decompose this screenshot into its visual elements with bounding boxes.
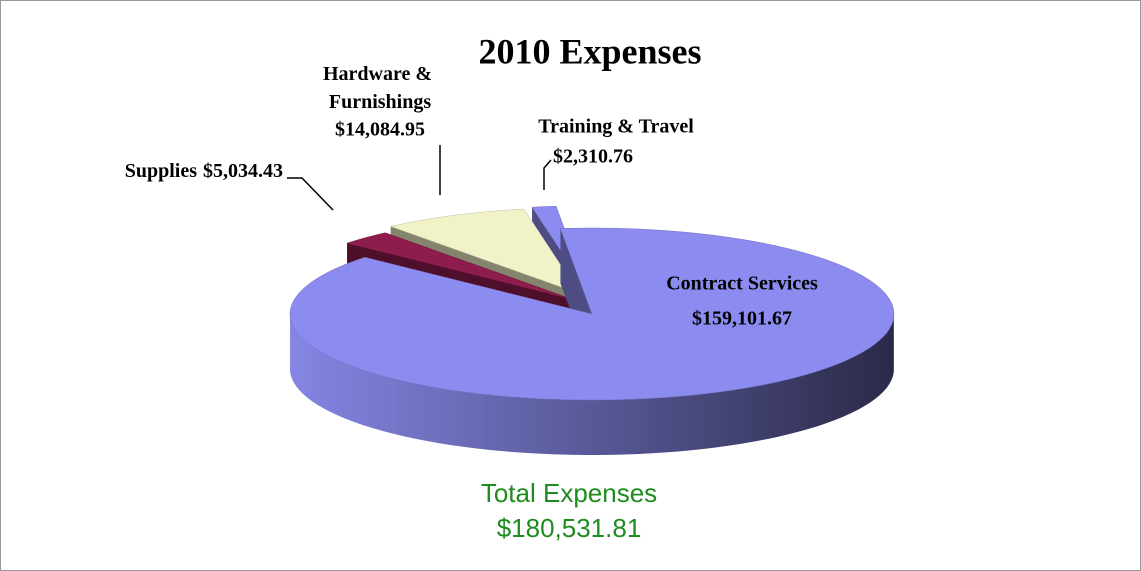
value-label: $5,034.43 (203, 160, 283, 182)
category-label: Supplies (125, 160, 197, 182)
slice-label: $2,310.76 (553, 146, 633, 168)
slice-label: Training & Travel (538, 116, 694, 138)
leader-line (543, 159, 552, 190)
slice-label: Supplies $5,034.43 (125, 160, 283, 182)
chart-title: 2010 Expenses (478, 31, 701, 71)
category-line: Hardware & (323, 63, 437, 85)
total-value: $180,531.81 (497, 513, 642, 543)
slice-label: $159,101.67 (692, 308, 792, 330)
leader-line (287, 177, 334, 211)
slice-wall (290, 315, 894, 455)
category-line: Furnishings (329, 91, 431, 113)
slice (289, 227, 895, 401)
slice (346, 232, 575, 301)
slice-label: $14,084.95 (335, 119, 425, 141)
total-label: Total Expenses (481, 478, 657, 508)
slice (389, 208, 581, 295)
slice-label: Contract Services (666, 273, 818, 295)
slice-label: Hardware & Furnishings (323, 63, 437, 113)
